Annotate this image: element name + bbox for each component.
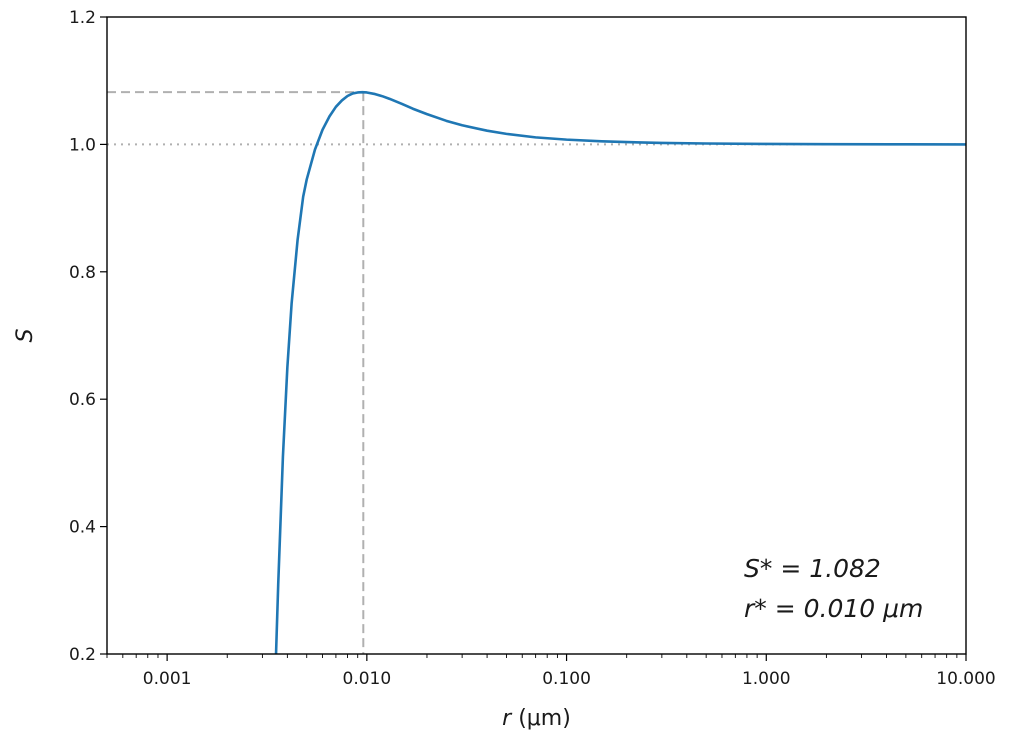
x-tick-label: 1.000: [742, 669, 791, 689]
y-axis-label: S: [13, 328, 38, 342]
x-tick-label: 10.000: [936, 669, 995, 689]
annotation-s-star: S* = 1.082: [744, 554, 881, 583]
y-tick-label: 0.6: [69, 390, 96, 410]
y-tick-label: 0.2: [69, 645, 96, 665]
x-tick-label: 0.100: [542, 669, 591, 689]
x-tick-label: 0.001: [143, 669, 192, 689]
x-tick-label: 0.010: [343, 669, 392, 689]
y-tick-label: 0.4: [69, 518, 96, 538]
series-line: [274, 90, 967, 655]
series-layer: [274, 90, 967, 655]
tick-layer: 0.2 0.4 0.6 0.8 1.0 1.2 0.001 0.010 0.100 1.000 10…: [69, 8, 996, 689]
plot-frame: [106, 16, 967, 655]
annotation-r-star: r* = 0.010 μm: [744, 594, 923, 623]
x-axis-label: r (μm): [502, 706, 571, 731]
y-tick-label: 0.8: [69, 263, 96, 283]
y-tick-label: 1.0: [69, 135, 96, 155]
y-tick-label: 1.2: [69, 8, 96, 28]
